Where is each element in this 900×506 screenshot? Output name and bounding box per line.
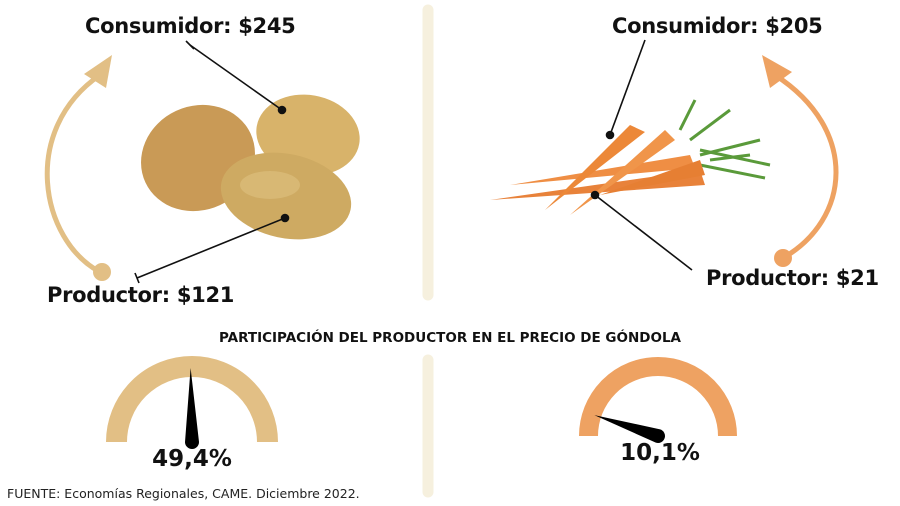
price-arrow-left [44, 55, 112, 281]
section-title: PARTICIPACIÓN DEL PRODUCTOR EN EL PRECIO… [219, 330, 681, 346]
potato-producer-share: 49,4% [152, 446, 232, 472]
gauge-right [579, 357, 737, 443]
carrot-consumer-price: Consumidor: $205 [612, 14, 823, 38]
source-note: FUENTE: Economías Regionales, CAME. Dici… [7, 486, 360, 501]
potato-icon [141, 94, 360, 240]
gauge-needle [594, 415, 665, 443]
gauge-arc [579, 357, 737, 437]
carrot-producer-price: Productor: $21 [706, 266, 879, 290]
gauge-arc [106, 356, 278, 443]
carrot-icon [490, 99, 771, 215]
carrot-producer-share: 10,1% [620, 440, 700, 466]
gauge-left [106, 356, 278, 449]
gauge-needle [185, 368, 199, 449]
potato-consumer-price: Consumidor: $245 [85, 14, 296, 38]
price-arrow-right [762, 55, 839, 267]
potato-producer-price: Productor: $121 [47, 283, 235, 307]
leader-lines [134, 39, 693, 284]
